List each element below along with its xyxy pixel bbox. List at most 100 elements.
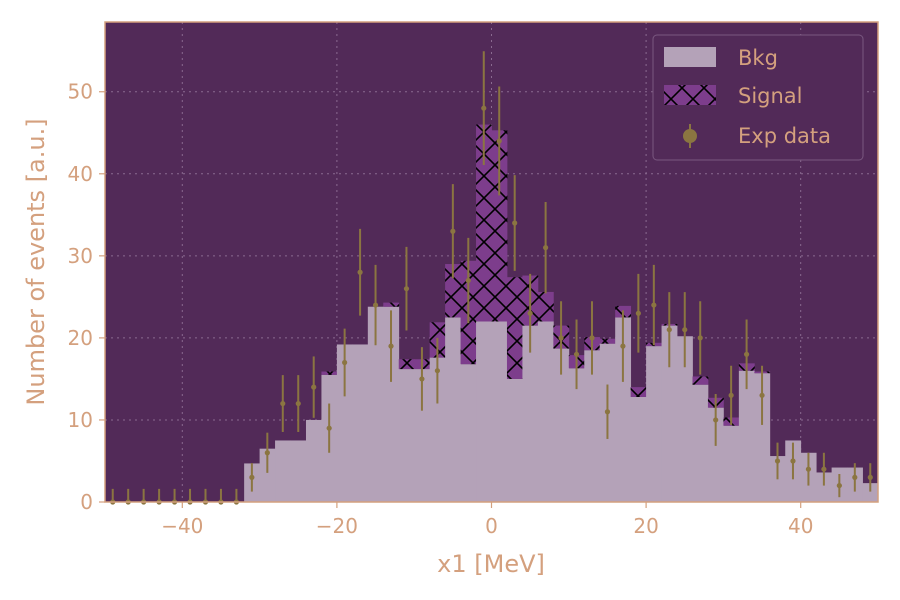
data-point bbox=[774, 458, 781, 464]
data-point bbox=[311, 384, 317, 390]
bkg-bar bbox=[661, 325, 678, 502]
y-tick-label: 0 bbox=[80, 490, 93, 514]
signal-bar bbox=[491, 130, 508, 322]
data-point bbox=[790, 458, 796, 464]
bkg-bar bbox=[738, 370, 755, 502]
bkg-bar bbox=[414, 369, 431, 502]
bkg-bar bbox=[445, 317, 461, 502]
axis-ticks: −40 −20 0 20 40 0 10 20 30 40 50 bbox=[68, 80, 814, 538]
data-point bbox=[651, 302, 657, 308]
bkg-bar bbox=[259, 448, 276, 502]
data-point bbox=[543, 245, 549, 251]
data-point bbox=[481, 105, 487, 111]
bkg-bar bbox=[692, 384, 709, 502]
bkg-bar bbox=[646, 346, 662, 502]
bkg-bar bbox=[707, 407, 724, 502]
bkg-bar bbox=[615, 317, 632, 502]
bkg-bar bbox=[584, 350, 601, 502]
data-point bbox=[249, 474, 255, 480]
bkg-bar bbox=[429, 357, 446, 502]
data-point bbox=[697, 335, 703, 341]
y-tick-label: 20 bbox=[68, 326, 93, 350]
bkg-bar bbox=[568, 368, 585, 502]
data-point bbox=[589, 335, 595, 341]
data-point bbox=[496, 138, 502, 144]
signal-bar bbox=[398, 359, 415, 370]
y-tick-label: 40 bbox=[68, 162, 93, 186]
data-point bbox=[573, 351, 580, 357]
data-point bbox=[620, 343, 626, 349]
legend-bkg-label: Bkg bbox=[738, 46, 778, 70]
data-point bbox=[419, 376, 425, 382]
bkg-bar bbox=[677, 336, 693, 502]
legend-data-marker bbox=[683, 129, 697, 143]
bkg-bar bbox=[553, 348, 570, 502]
data-point bbox=[403, 286, 410, 292]
data-point bbox=[372, 302, 379, 308]
data-point bbox=[604, 409, 611, 415]
data-point bbox=[326, 425, 332, 431]
legend-bkg-swatch bbox=[664, 47, 716, 67]
data-point bbox=[280, 400, 286, 407]
data-point bbox=[728, 392, 734, 398]
signal-bar bbox=[537, 291, 554, 322]
bkg-bar bbox=[723, 425, 740, 502]
bkg-bar bbox=[630, 396, 647, 502]
data-point bbox=[558, 335, 564, 341]
legend-signal-swatch bbox=[664, 85, 716, 105]
signal-bar bbox=[445, 264, 461, 318]
legend-data-label: Exp data bbox=[738, 124, 831, 148]
bkg-bar bbox=[352, 344, 369, 502]
signal-bar bbox=[321, 371, 338, 375]
data-point bbox=[836, 482, 842, 489]
data-point bbox=[512, 220, 518, 226]
bkg-bar bbox=[754, 373, 771, 502]
data-point bbox=[450, 228, 456, 234]
signal-bar bbox=[599, 338, 616, 344]
data-point bbox=[527, 310, 533, 316]
data-point bbox=[666, 327, 672, 333]
signal-bar bbox=[476, 124, 492, 322]
bkg-bar bbox=[537, 321, 554, 502]
data-point bbox=[434, 368, 440, 374]
data-point bbox=[852, 474, 858, 480]
data-point bbox=[388, 343, 394, 349]
data-point bbox=[357, 269, 363, 275]
data-point bbox=[743, 351, 750, 357]
data-point bbox=[635, 310, 641, 316]
bkg-bar bbox=[383, 306, 400, 502]
data-point bbox=[867, 474, 873, 480]
bkg-bar bbox=[491, 321, 508, 502]
y-axis-label: Number of events [a.u.] bbox=[22, 118, 50, 405]
bkg-bar bbox=[460, 364, 477, 502]
bkg-bar bbox=[275, 440, 291, 502]
exp-data-points bbox=[110, 51, 873, 505]
x-tick-label: −20 bbox=[316, 514, 358, 538]
bkg-bar bbox=[816, 472, 833, 502]
data-point bbox=[465, 277, 471, 284]
data-point bbox=[342, 359, 348, 366]
signal-bar bbox=[630, 387, 647, 397]
legend-signal-label: Signal bbox=[738, 84, 803, 108]
data-point bbox=[805, 466, 812, 472]
y-tick-label: 10 bbox=[68, 408, 93, 432]
x-tick-label: −40 bbox=[161, 514, 203, 538]
bkg-bar bbox=[398, 369, 415, 502]
data-point bbox=[821, 466, 827, 472]
signal-bar bbox=[692, 376, 709, 385]
x-axis-label: x1 [MeV] bbox=[437, 550, 545, 578]
data-point bbox=[759, 392, 765, 398]
bkg-bar bbox=[862, 483, 879, 502]
bkg-bar bbox=[305, 419, 322, 502]
x-tick-label: 40 bbox=[788, 514, 813, 538]
histogram-bars bbox=[244, 124, 879, 502]
data-point bbox=[295, 400, 301, 407]
x-tick-label: 0 bbox=[485, 514, 498, 538]
data-point bbox=[264, 450, 270, 456]
y-tick-label: 50 bbox=[68, 80, 93, 104]
bkg-bar bbox=[476, 321, 492, 502]
data-point bbox=[682, 327, 688, 333]
signal-bar bbox=[506, 277, 523, 379]
bkg-bar bbox=[522, 325, 539, 502]
